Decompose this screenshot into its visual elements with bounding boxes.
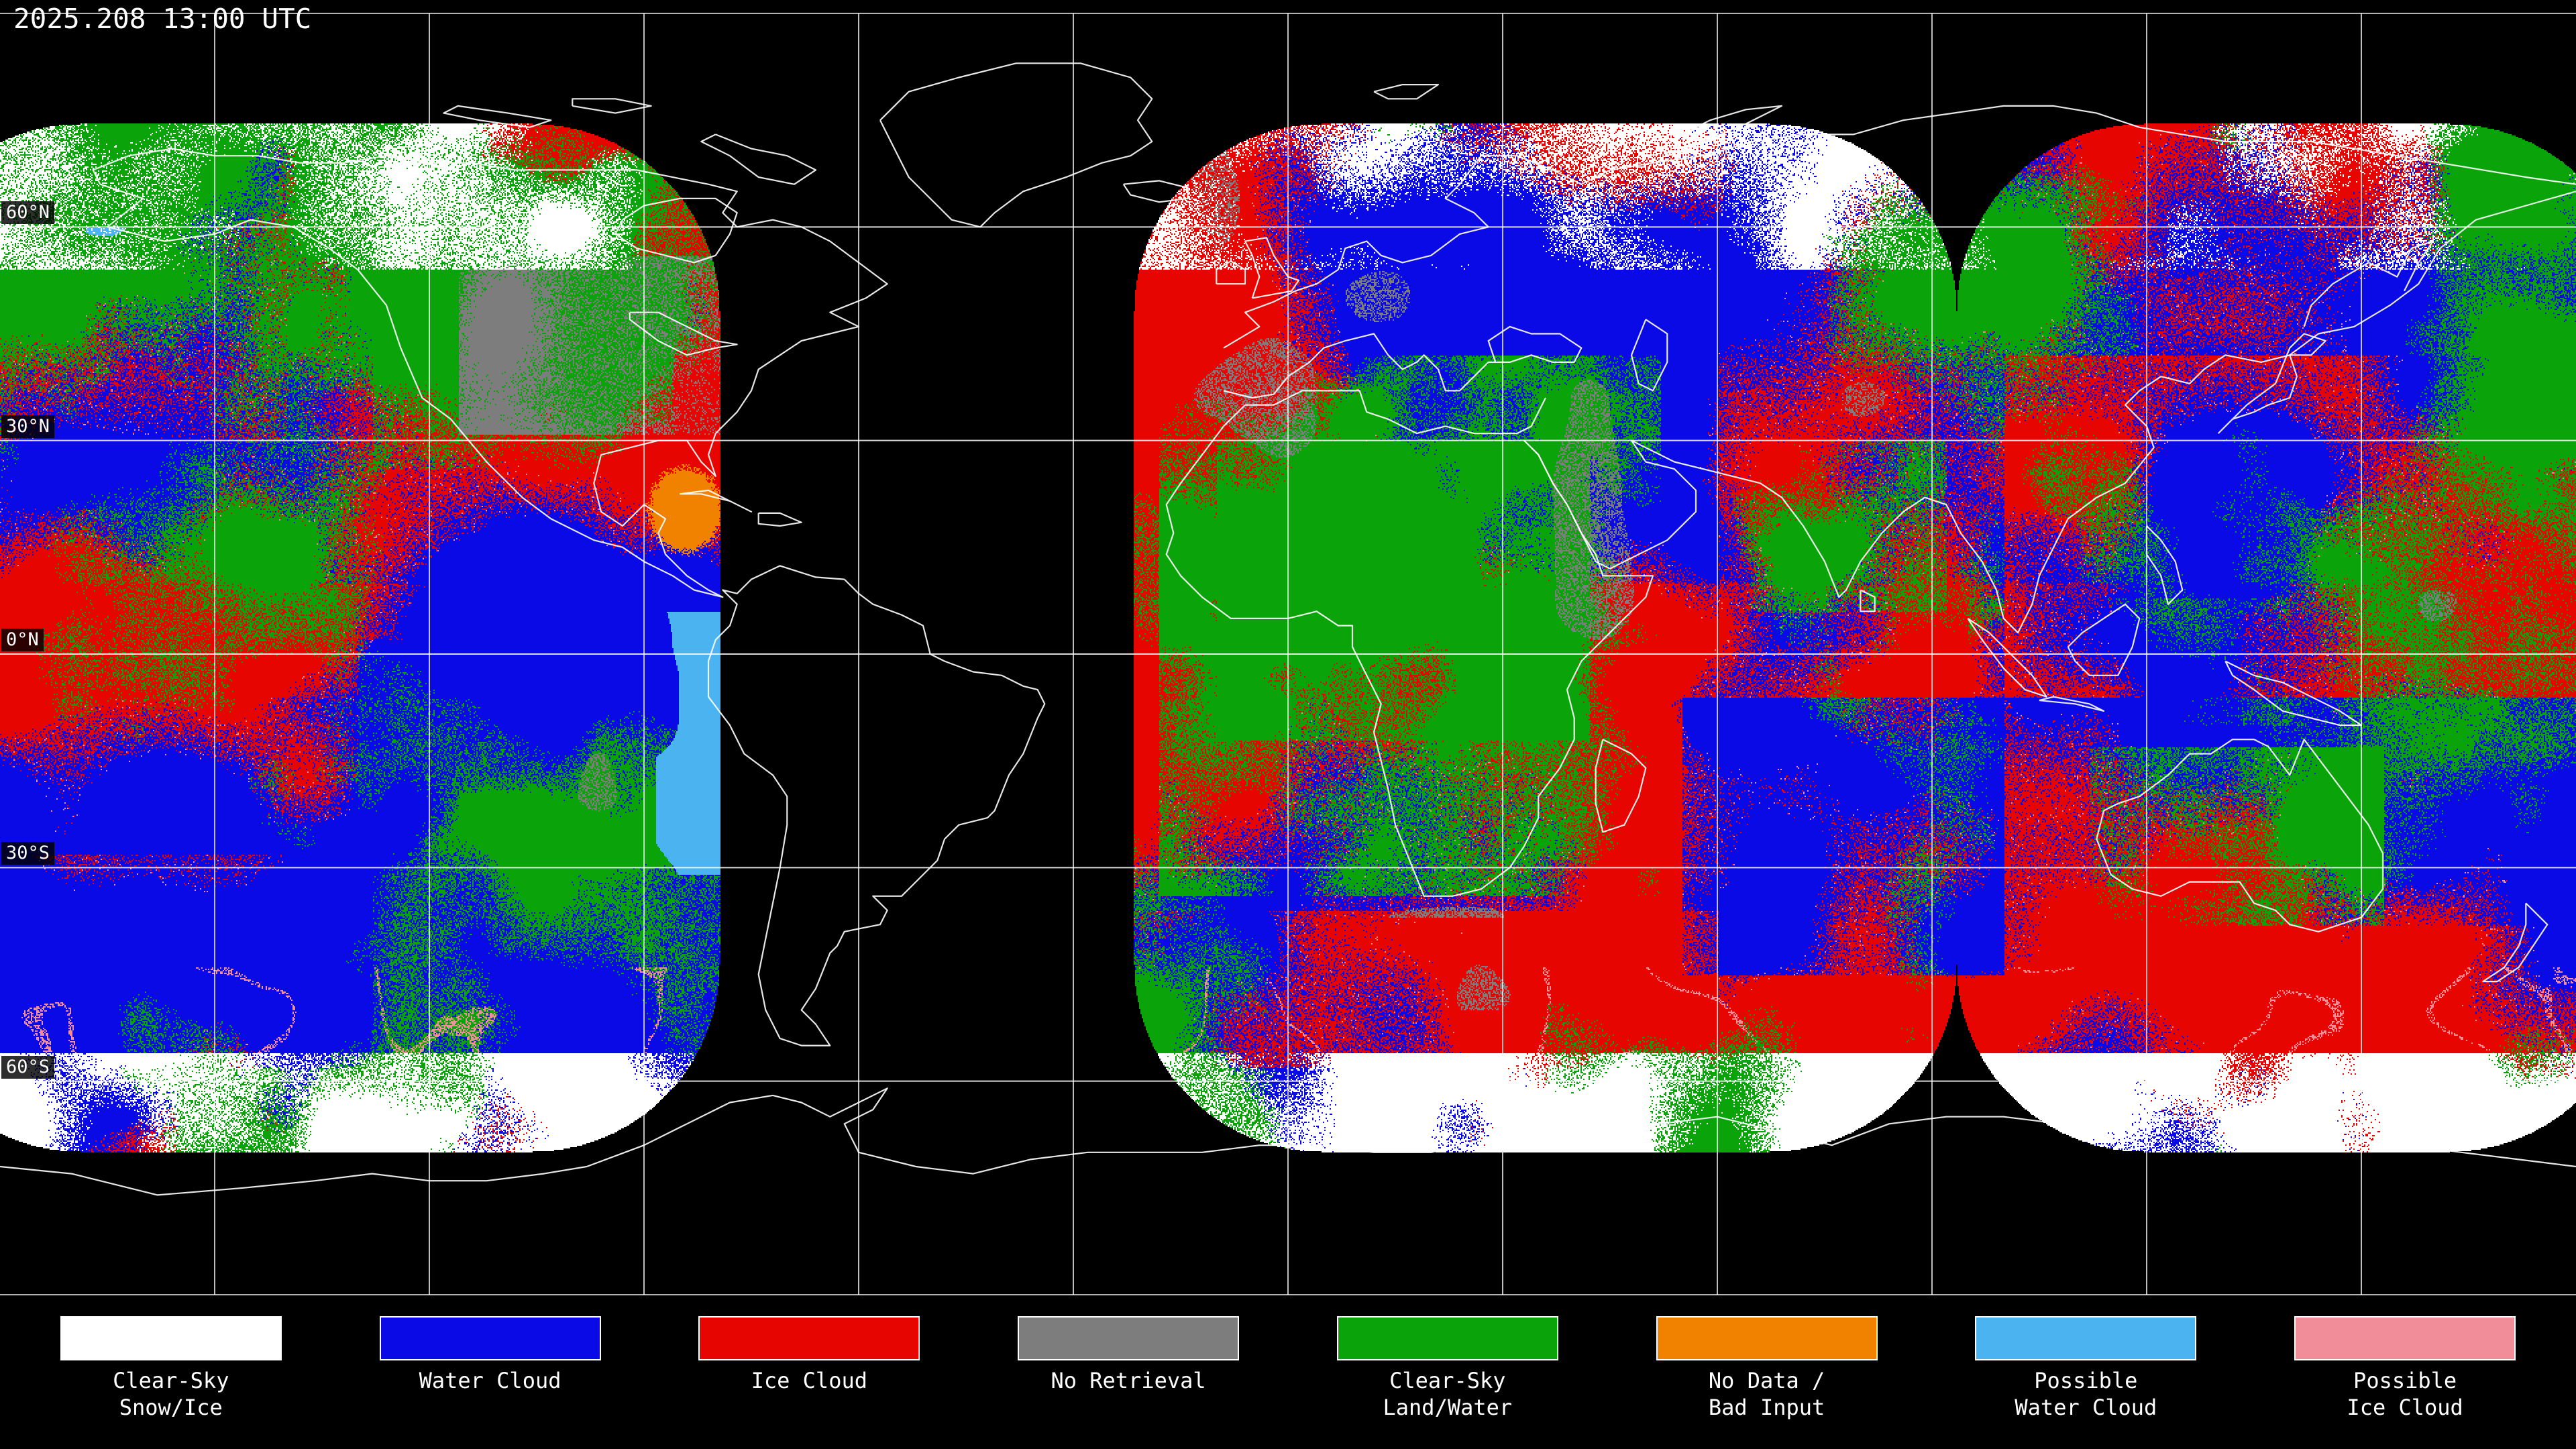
latitude-label-60s: 60°S [1,1055,55,1079]
coastline-path [2217,333,2326,434]
latitude-label-0: 0°N [1,629,44,651]
legend-swatch-no-data-bad-input [1656,1316,1878,1360]
coastline-path [2224,660,2363,727]
legend-swatch-ice-cloud [698,1316,920,1360]
coastline-path [572,98,652,114]
latitude-label-30n: 30°N [1,415,55,438]
legend-item-possible-water-cloud: Possible Water Cloud [1937,1316,2234,1421]
coastline-path [2067,603,2141,676]
legend-label-possible-ice-cloud: Possible Ice Cloud [2347,1368,2463,1420]
coastline-path [1245,390,1546,435]
coastline-path [1631,191,2576,634]
timestamp: 2025.208 13:00 UTC [13,3,312,35]
legend-swatch-possible-ice-cloud [2294,1316,2516,1360]
legend-item-clear-sky-snow-ice: Clear-Sky Snow/Ice [23,1316,319,1421]
legend-swatch-water-cloud [379,1316,601,1360]
legend-item-ice-cloud: Ice Cloud [661,1316,957,1394]
coastline-path [707,565,1046,1046]
legend-label-water-cloud: Water Cloud [419,1368,561,1393]
legend-label-clear-sky-land-water: Clear-Sky Land/Water [1383,1368,1513,1420]
coastline-path [1967,617,2047,698]
legend-swatch-possible-water-cloud [1975,1316,2197,1360]
coastline-path [1860,589,1876,612]
coastline-path [2303,240,2434,327]
coastline-path [0,1087,2576,1196]
coastline-path [879,62,1153,228]
coastline-path [2039,696,2105,712]
legend-item-possible-ice-cloud: Possible Ice Cloud [2257,1316,2553,1421]
legend-label-possible-water-cloud: Possible Water Cloud [2015,1368,2157,1420]
coastline-path [680,489,753,513]
latitude-label-60n: 60°N [1,201,55,225]
legend-item-no-data-bad-input: No Data / Bad Input [1619,1316,1915,1421]
coastline-path [1630,319,1668,392]
map-overlay-svg [0,13,2576,1295]
legend-swatch-no-retrieval [1018,1316,1240,1360]
coastline-path [92,148,888,598]
coastline-path [443,105,552,128]
coastline-path [2145,525,2184,605]
legend: Clear-Sky Snow/Ice Water Cloud Ice Cloud… [0,1305,2576,1449]
legend-label-no-data-bad-input: No Data / Bad Input [1708,1368,1825,1420]
coastline-path [1373,84,1440,100]
coastline-path [700,133,817,185]
legend-label-no-retrieval: No Retrieval [1051,1368,1206,1393]
coastline-path [1122,180,1189,203]
legend-item-no-retrieval: No Retrieval [980,1316,1277,1394]
legend-label-clear-sky-snow-ice: Clear-Sky Snow/Ice [113,1368,229,1420]
coastline-path [2482,902,2548,983]
legend-swatch-clear-sky-snow-ice [60,1316,282,1360]
coastline-path [757,512,802,527]
world-cloud-map: 60°N 30°N 0°N 30°S 60°S 2025.208 13:00 U… [0,0,2576,1305]
legend-swatch-clear-sky-land-water [1336,1316,1558,1360]
legend-label-ice-cloud: Ice Cloud [751,1368,867,1393]
coastline-path [1223,325,1582,399]
coastline-path [614,197,738,264]
coastline-path [1165,404,1654,897]
coastline-path [1660,105,1783,157]
legend-item-clear-sky-land-water: Clear-Sky Land/Water [1299,1316,1596,1421]
coastline-path [1223,105,2576,349]
latitude-label-30s: 30°S [1,842,55,865]
coastline-path [629,311,738,356]
coastline-path [1595,739,1647,833]
coastline-path [2096,739,2384,932]
legend-item-water-cloud: Water Cloud [342,1316,639,1394]
coastline-path [1244,237,1300,299]
coastline-path [1216,260,1246,285]
